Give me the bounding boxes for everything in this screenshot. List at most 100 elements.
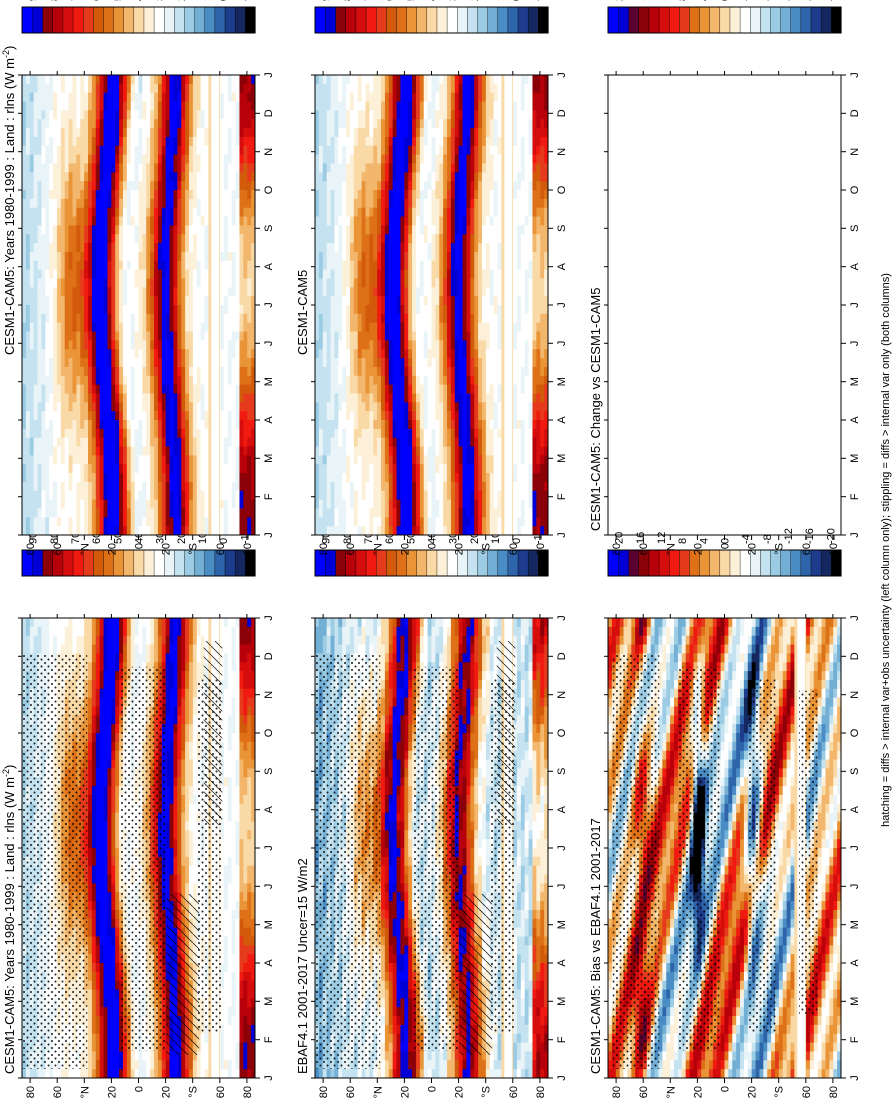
heat-cell bbox=[228, 963, 232, 972]
heat-cell bbox=[381, 812, 385, 821]
heat-cell bbox=[224, 653, 228, 662]
heat-cell bbox=[177, 750, 181, 759]
heat-cell bbox=[224, 892, 228, 901]
heat-cell bbox=[381, 901, 385, 910]
heat-cell bbox=[107, 724, 111, 733]
heat-cell bbox=[100, 697, 104, 706]
heat-cell bbox=[88, 706, 92, 715]
heat-cell bbox=[193, 671, 197, 680]
heat-cell bbox=[177, 741, 181, 750]
heat-cell bbox=[470, 821, 474, 830]
heat-cell bbox=[239, 883, 243, 892]
heat-cell bbox=[92, 662, 96, 671]
heat-cell bbox=[408, 971, 412, 980]
heat-cell bbox=[243, 1025, 247, 1034]
heat-cell bbox=[38, 618, 42, 627]
heat-cell bbox=[532, 963, 536, 972]
heat-cell bbox=[247, 821, 251, 830]
heat-cell bbox=[236, 671, 240, 680]
heat-cell bbox=[22, 1069, 26, 1078]
heat-cell bbox=[92, 821, 96, 830]
heat-cell bbox=[532, 954, 536, 963]
heat-cell bbox=[193, 697, 197, 706]
heat-cell bbox=[243, 954, 247, 963]
heat-cell bbox=[393, 874, 397, 883]
heat-cell bbox=[385, 954, 389, 963]
heat-cell bbox=[181, 865, 185, 874]
heat-cell bbox=[350, 1069, 354, 1078]
heat-cell bbox=[247, 803, 251, 812]
heat-cell bbox=[381, 839, 385, 848]
heat-cell bbox=[239, 688, 243, 697]
heat-cell bbox=[236, 971, 240, 980]
heat-cell bbox=[404, 1042, 408, 1051]
heat-cell bbox=[170, 839, 174, 848]
heat-cell bbox=[96, 1025, 100, 1034]
heat-cell bbox=[393, 812, 397, 821]
heat-cell bbox=[88, 741, 92, 750]
heat-cell bbox=[115, 777, 119, 786]
heat-cell bbox=[362, 1069, 366, 1078]
x-tick-label: N bbox=[263, 691, 275, 699]
heat-cell bbox=[408, 883, 412, 892]
heat-cell bbox=[115, 733, 119, 742]
heat-cell bbox=[236, 626, 240, 635]
heat-cell bbox=[239, 653, 243, 662]
heat-cell bbox=[72, 635, 76, 644]
heat-cell bbox=[236, 856, 240, 865]
heat-cell bbox=[181, 768, 185, 777]
heat-cell bbox=[107, 963, 111, 972]
heat-cell bbox=[521, 971, 525, 980]
heat-cell bbox=[513, 1069, 517, 1078]
heat-cell bbox=[243, 1033, 247, 1042]
heat-cell bbox=[365, 1069, 369, 1078]
heat-cell bbox=[92, 733, 96, 742]
heat-cell bbox=[166, 653, 170, 662]
heat-cell bbox=[92, 1033, 96, 1042]
heat-cell bbox=[381, 945, 385, 954]
heat-cell bbox=[224, 795, 228, 804]
heat-cell bbox=[177, 644, 181, 653]
heat-cell bbox=[115, 892, 119, 901]
heat-cell bbox=[158, 618, 162, 627]
heat-cell bbox=[170, 830, 174, 839]
y-tick-label: 80 bbox=[25, 1086, 37, 1098]
heat-cell bbox=[536, 892, 540, 901]
heat-cell bbox=[482, 1060, 486, 1069]
heat-cell bbox=[224, 910, 228, 919]
heat-cell bbox=[115, 865, 119, 874]
heat-cell bbox=[111, 786, 115, 795]
heat-cell bbox=[247, 1051, 251, 1060]
heat-cell bbox=[529, 1025, 533, 1034]
heat-cell bbox=[115, 874, 119, 883]
heat-cell bbox=[154, 635, 158, 644]
heat-cell bbox=[96, 954, 100, 963]
heat-cell bbox=[247, 715, 251, 724]
heat-cell bbox=[536, 954, 540, 963]
heat-cell bbox=[389, 830, 393, 839]
heat-cell bbox=[107, 671, 111, 680]
heat-cell bbox=[189, 706, 193, 715]
heat-cell bbox=[439, 1060, 443, 1069]
heat-cell bbox=[236, 910, 240, 919]
heat-cell bbox=[389, 1069, 393, 1078]
heat-cell bbox=[92, 777, 96, 786]
heat-cell bbox=[228, 653, 232, 662]
heat-cell bbox=[224, 901, 228, 910]
heat-cell bbox=[529, 1051, 533, 1060]
heat-cell bbox=[92, 768, 96, 777]
heat-cell bbox=[96, 856, 100, 865]
heat-cell bbox=[243, 759, 247, 768]
heat-cell bbox=[104, 856, 108, 865]
heat-cell bbox=[529, 1016, 533, 1025]
heat-cell bbox=[76, 618, 80, 627]
heat-cell bbox=[247, 1016, 251, 1025]
heat-cell bbox=[92, 963, 96, 972]
heat-cell bbox=[170, 680, 174, 689]
heat-cell bbox=[173, 697, 177, 706]
heat-cell bbox=[115, 662, 119, 671]
heat-cell bbox=[532, 1033, 536, 1042]
heat-cell bbox=[239, 830, 243, 839]
heat-cell bbox=[100, 989, 104, 998]
heat-cell bbox=[34, 644, 38, 653]
